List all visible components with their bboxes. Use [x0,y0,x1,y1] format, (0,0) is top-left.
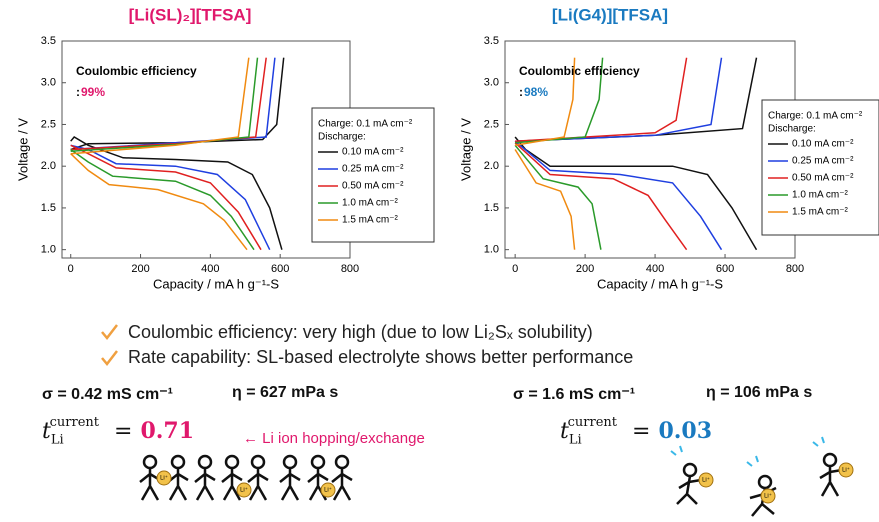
x-tick-label: 0 [68,263,74,275]
legend-label: 1.5 mA cm⁻² [342,215,399,226]
x-tick-label: 0 [512,263,518,275]
subscript: Li [50,432,64,448]
annotation-prefix: : [519,85,523,99]
bullet: Coulombic efficiency: very high (due to … [128,322,593,342]
x-tick-label: 600 [716,263,734,275]
x-tick-label: 400 [646,263,664,275]
y-tick-label: 3.5 [41,35,56,47]
legend-label: 1.0 mA cm⁻² [792,190,849,201]
stick-figures-left [139,454,353,501]
y-tick-label: 3.5 [484,35,499,47]
ion-label: Li⁺ [702,477,710,484]
superscript: current [567,414,618,430]
equals: = [114,419,133,444]
annotation-prefix: : [76,85,80,99]
y-tick-label: 3.0 [484,77,499,89]
symbol: t [560,419,569,444]
y-tick-label: 1.5 [41,202,56,214]
x-tick-label: 200 [576,263,594,275]
curve [70,57,285,250]
legend-label: 0.50 mA cm⁻² [792,173,854,184]
annotation-value: 99% [81,85,105,99]
annotation: Coulombic efficiency [519,64,640,78]
chart-title: [Li(SL)₂][TFSA] [129,5,252,24]
subscript: Li [568,432,582,448]
viscosity: η = 627 mPa s [232,384,339,401]
y-tick-label: 2.0 [484,160,499,172]
x-axis-label: Capacity / mA h g⁻¹-S [597,276,723,291]
y-axis-label: Voltage / V [15,118,30,181]
x-tick-label: 800 [786,263,804,275]
ion-label: Li⁺ [842,467,850,474]
conductivity: σ = 0.42 mS cm⁻¹ [42,386,174,403]
equals: = [632,419,651,444]
legend-header: Charge: 0.1 mA cm⁻² [318,119,413,130]
ion-balls-left: Li⁺ Li⁺ Li⁺ [156,470,336,498]
legend-header: Discharge: [768,124,816,135]
superscript: current [49,414,100,430]
chart-title: [Li(G4)][TFSA] [552,5,668,24]
ion-label: Li⁺ [764,493,772,500]
y-tick-label: 1.0 [484,244,499,256]
x-tick-label: 800 [341,263,359,275]
annotation: Coulombic efficiency [76,64,197,78]
curve [514,57,723,251]
y-tick-label: 1.0 [41,244,56,256]
y-tick-label: 2.5 [41,118,56,130]
transference-value: 0.03 [658,418,713,444]
ion-label: Li⁺ [324,487,332,494]
transference-formula: tLi current = 0.71 [42,414,195,448]
legend-header: Charge: 0.1 mA cm⁻² [768,111,863,122]
transference-value: 0.71 [140,418,195,444]
x-tick-label: 200 [131,263,149,275]
transference-formula: tLi current = 0.03 [560,414,713,448]
legend-label: 0.10 mA cm⁻² [342,147,404,158]
legend-label: 0.50 mA cm⁻² [342,181,404,192]
legend-label: 0.25 mA cm⁻² [792,156,854,167]
check-icon [101,324,118,340]
y-tick-label: 2.5 [484,118,499,130]
ion-label: Li⁺ [240,487,248,494]
y-tick-label: 3.0 [41,77,56,89]
legend-label: 1.5 mA cm⁻² [792,207,849,218]
curve [514,57,576,250]
curve [70,57,250,251]
conductivity: σ = 1.6 mS cm⁻¹ [513,386,636,403]
note: ← Li ion hopping/exchange [243,430,425,447]
stick-figures-right [676,452,843,517]
charts: [Li(SL)₂][TFSA] 1.0 1.5 2.0 2.5 3.0 3.5 0 200 400… [15,5,879,291]
x-tick-label: 400 [201,263,219,275]
annotation-value: 98% [524,85,548,99]
y-tick-label: 1.5 [484,202,499,214]
y-axis-label: Voltage / V [458,118,473,181]
x-tick-label: 600 [271,263,289,275]
x-axis-label: Capacity / mA h g⁻¹-S [153,276,279,291]
bullet: Rate capability: SL-based electrolyte sh… [128,347,634,367]
y-tick-label: 2.0 [41,160,56,172]
viscosity: η = 106 mPa s [706,384,813,401]
legend-label: 0.25 mA cm⁻² [342,164,404,175]
ion-label: Li⁺ [160,475,168,482]
legend-label: 1.0 mA cm⁻² [342,198,399,209]
curve [514,57,758,251]
ion-balls-right: Li⁺ Li⁺ Li⁺ [698,462,854,504]
legend-header: Discharge: [318,132,366,143]
check-icon [101,350,118,366]
legend-label: 0.10 mA cm⁻² [792,139,854,150]
symbol: t [42,419,51,444]
